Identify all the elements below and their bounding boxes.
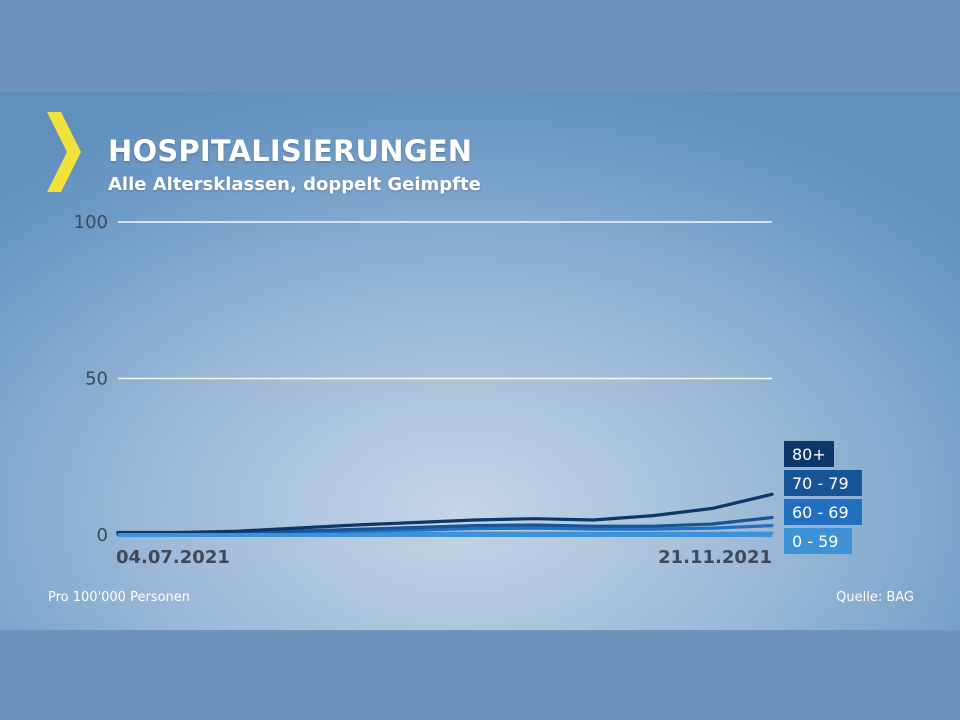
- legend-label: 0 - 59: [792, 532, 838, 551]
- line-chart: 0 50 100 04.07.2021 21.11.2021 80+ 70 - 79 60 -…: [74, 212, 862, 568]
- x-tick-label: 04.07.2021: [116, 547, 230, 568]
- legend-box: [784, 528, 852, 554]
- y-tick-label: 100: [74, 212, 108, 233]
- chevron-icon: [47, 112, 81, 192]
- bottom-band: [0, 630, 960, 720]
- legend-box: [784, 441, 834, 467]
- chart-title: HOSPITALISIERUNGEN: [108, 134, 473, 168]
- chart-panel: HOSPITALISIERUNGEN Alle Altersklassen, d…: [0, 92, 960, 630]
- legend-box: [784, 499, 862, 525]
- series-line: [116, 492, 774, 535]
- legend-box: [784, 470, 862, 496]
- y-tick-label: 50: [85, 369, 108, 390]
- legend-label: 60 - 69: [792, 503, 849, 522]
- footnote-units: Pro 100'000 Personen: [48, 590, 191, 605]
- x-tick-label: 21.11.2021: [658, 547, 772, 568]
- y-tick-label: 0: [97, 525, 108, 546]
- legend-label: 70 - 79: [792, 474, 849, 493]
- footnote-source: Quelle: BAG: [836, 590, 914, 605]
- chart-subtitle: Alle Altersklassen, doppelt Geimpfte: [108, 174, 481, 195]
- legend-label: 80+: [792, 445, 826, 464]
